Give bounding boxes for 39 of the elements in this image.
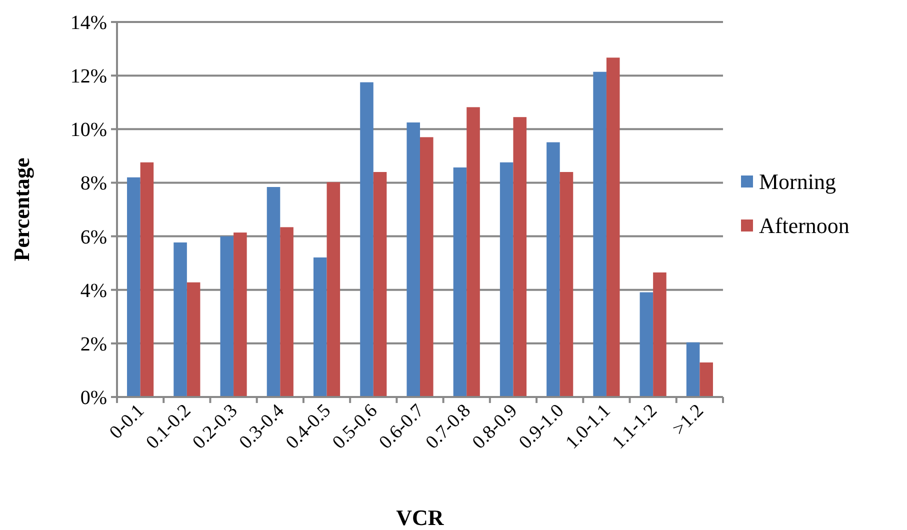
- bar: [220, 236, 234, 397]
- bar: [560, 172, 574, 397]
- bar: [640, 292, 654, 397]
- y-tick-label: 0%: [80, 387, 107, 409]
- bar: [127, 177, 140, 397]
- bar: [174, 242, 187, 397]
- y-tick-label: 2%: [80, 333, 107, 356]
- bar: [513, 117, 527, 397]
- x-axis-title: VCR: [396, 505, 445, 530]
- bar: [500, 162, 514, 397]
- bar: [234, 232, 247, 397]
- y-axis-title: Percentage: [9, 158, 34, 262]
- bar: [140, 162, 154, 397]
- bar: [360, 82, 374, 397]
- bar: [700, 362, 713, 397]
- bar: [266, 187, 280, 397]
- bar: [606, 58, 620, 397]
- y-tick-label: 12%: [70, 66, 107, 88]
- bar: [466, 107, 480, 397]
- bar: [186, 282, 200, 397]
- legend-label: Afternoon: [759, 213, 850, 238]
- bar: [280, 227, 294, 397]
- bar: [313, 257, 327, 397]
- legend-label: Morning: [759, 169, 836, 194]
- bar: [453, 167, 467, 397]
- y-tick-label: 10%: [70, 119, 107, 142]
- bar: [653, 272, 666, 397]
- bar: [420, 137, 434, 397]
- y-tick-label: 8%: [80, 172, 107, 195]
- y-tick-label: 14%: [70, 12, 107, 34]
- y-tick-label: 4%: [80, 280, 107, 302]
- bar: [406, 122, 420, 397]
- y-tick-label: 6%: [80, 226, 107, 248]
- bar: [326, 182, 340, 397]
- bar: [546, 142, 560, 397]
- bar: [686, 342, 700, 397]
- bar: [593, 72, 606, 397]
- bar: [373, 172, 387, 397]
- x-tick-label: >1.2: [668, 400, 708, 440]
